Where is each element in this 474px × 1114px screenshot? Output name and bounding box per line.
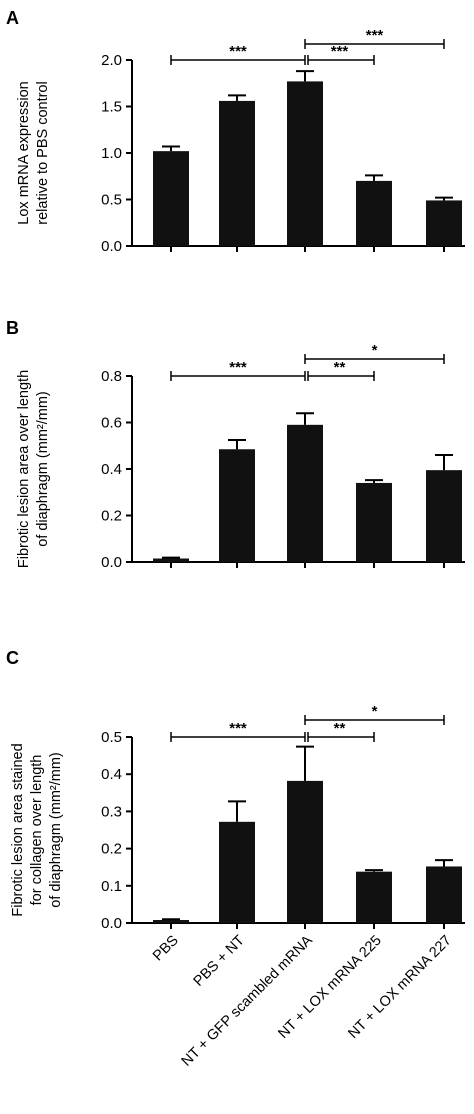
y-axis-label: Lox mRNA expression relative to PBS contr…: [16, 81, 51, 224]
panel-c: C 0.0 0.1 0.2 0.3 0.4 0.5 Fibrotic lesion area …: [6, 648, 465, 1070]
significance-label: ***: [366, 27, 384, 44]
bar: [287, 424, 323, 562]
y-axis-label-line: of diaphragm (mm²/mm): [35, 391, 51, 547]
significance-label: **: [334, 359, 346, 376]
bar: [426, 470, 462, 562]
significance-bracket: ***: [307, 43, 375, 65]
significance-bracket: ***: [304, 27, 445, 49]
significance-label: ***: [229, 359, 247, 376]
significance-label: **: [334, 720, 346, 737]
bar: [356, 871, 392, 923]
category-label: PBS + NT: [191, 932, 248, 989]
bar: [287, 81, 323, 246]
bar: [153, 558, 189, 562]
significance-bracket: *: [304, 703, 445, 725]
y-axis-label-line: Fibrotic lesion area over length: [16, 370, 32, 568]
y-tick-label: 0.4: [101, 461, 122, 478]
bar: [426, 200, 462, 246]
y-tick-label: 0.4: [101, 766, 122, 783]
y-tick-label: 1.5: [101, 99, 122, 116]
significance-label: ***: [229, 720, 247, 737]
y-tick-label: 0.0: [101, 554, 122, 571]
significance-bracket: ***: [170, 720, 306, 742]
y-tick-label: 0.6: [101, 415, 122, 432]
y-axis-label: Fibrotic lesion area stained for collagen…: [10, 743, 64, 916]
category-label: PBS: [150, 933, 182, 965]
bar: [356, 180, 392, 246]
panel-letter: B: [6, 318, 19, 338]
y-tick-label: 1.0: [101, 145, 122, 162]
significance-label: ***: [229, 43, 247, 60]
y-tick-label: 0.0: [101, 238, 122, 255]
y-axis-label-line: of diaphragm (mm²/mm): [48, 752, 64, 908]
panel-b: B 0.0 0.2 0.4 0.6 0.8 Fibrotic lesion area ove…: [6, 318, 465, 571]
panel-letter: C: [6, 648, 19, 668]
bar: [153, 920, 189, 923]
y-axis-label-line: Fibrotic lesion area stained: [10, 743, 26, 916]
panel-letter: A: [6, 8, 19, 28]
bar: [219, 821, 255, 923]
y-tick-label: 0.2: [101, 841, 122, 858]
significance-bracket: ***: [170, 359, 306, 381]
bar: [153, 151, 189, 246]
category-label: NT + GFP scambled mRNA: [179, 932, 316, 1069]
y-tick-label: 0.5: [101, 192, 122, 209]
y-tick-label: 0.0: [101, 915, 122, 932]
significance-label: *: [372, 703, 378, 720]
significance-bracket: ***: [170, 43, 306, 65]
significance-bracket: **: [307, 720, 375, 742]
bar: [219, 100, 255, 246]
y-axis-label: Fibrotic lesion area over length of diaph…: [16, 370, 51, 568]
bar: [356, 482, 392, 562]
y-tick-label: 0.2: [101, 508, 122, 525]
y-tick-label: 0.1: [101, 878, 122, 895]
y-tick-label: 0.5: [101, 729, 122, 746]
y-axis-label-line: for collagen over length: [29, 755, 45, 906]
bar: [287, 780, 323, 923]
bar: [426, 866, 462, 923]
bar: [219, 449, 255, 562]
y-tick-label: 0.8: [101, 368, 122, 385]
significance-bracket: **: [307, 359, 375, 381]
significance-label: ***: [331, 43, 349, 60]
significance-label: *: [372, 342, 378, 359]
panel-a: A 0.0 0.5 1.0 1.5 2.0 Lox mRNA expression relat…: [6, 8, 465, 255]
y-tick-label: 0.3: [101, 803, 122, 820]
y-axis-label-line: relative to PBS control: [35, 81, 51, 224]
y-tick-label: 2.0: [101, 52, 122, 69]
y-axis-label-line: Lox mRNA expression: [16, 81, 32, 224]
significance-bracket: *: [304, 342, 445, 364]
